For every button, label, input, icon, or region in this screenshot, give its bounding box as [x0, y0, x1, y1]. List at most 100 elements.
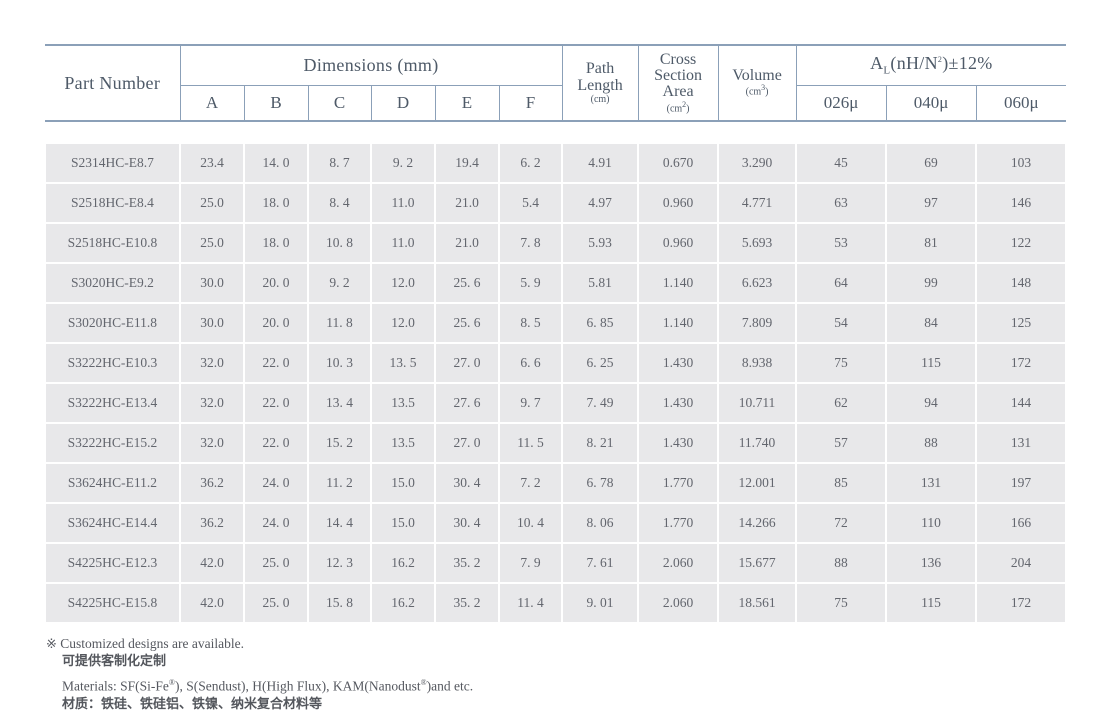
value-cell: 9. 7	[499, 383, 562, 423]
value-cell: 75	[796, 343, 886, 383]
col-header-al-040: 040μ	[885, 85, 977, 121]
value-cell: 25. 6	[435, 263, 499, 303]
value-cell: 7. 8	[499, 223, 562, 263]
value-cell: 10.711	[718, 383, 796, 423]
value-cell: 6. 85	[562, 303, 638, 343]
col-header-dim-a: A	[179, 85, 244, 121]
value-cell: 42.0	[180, 543, 244, 583]
col-header-al-060: 060μ	[975, 85, 1067, 121]
value-cell: 21.0	[435, 183, 499, 223]
value-cell: 88	[796, 543, 886, 583]
value-cell: 16.2	[371, 583, 435, 623]
value-cell: 204	[976, 543, 1066, 583]
value-cell: 15.677	[718, 543, 796, 583]
value-cell: 32.0	[180, 423, 244, 463]
value-cell: 25.0	[180, 223, 244, 263]
value-cell: 12.0	[371, 303, 435, 343]
value-cell: 7. 9	[499, 543, 562, 583]
value-cell: 54	[796, 303, 886, 343]
value-cell: 5.693	[718, 223, 796, 263]
value-cell: 8. 4	[308, 183, 371, 223]
value-cell: 32.0	[180, 383, 244, 423]
part-number-cell: S4225HC-E15.8	[45, 583, 180, 623]
value-cell: 1.430	[638, 423, 718, 463]
value-cell: 99	[886, 263, 976, 303]
spec-table-container: Part Number Dimensions (mm) Path Length …	[45, 44, 1067, 623]
value-cell: 1.430	[638, 383, 718, 423]
value-cell: 6. 25	[562, 343, 638, 383]
value-cell: 14. 4	[308, 503, 371, 543]
value-cell: 15.0	[371, 463, 435, 503]
value-cell: 5.4	[499, 183, 562, 223]
value-cell: 72	[796, 503, 886, 543]
value-cell: 22. 0	[244, 383, 308, 423]
table-row: S3624HC-E11.2 36.2 24. 0 11. 2 15.0 30. 4 7. 2…	[45, 463, 1066, 503]
value-cell: 13.5	[371, 423, 435, 463]
value-cell: 23.4	[180, 143, 244, 183]
col-header-al-026: 026μ	[795, 85, 887, 121]
value-cell: 27. 0	[435, 423, 499, 463]
value-cell: 19.4	[435, 143, 499, 183]
value-cell: 8. 21	[562, 423, 638, 463]
value-cell: 0.960	[638, 223, 718, 263]
value-cell: 11.0	[371, 183, 435, 223]
value-cell: 27. 6	[435, 383, 499, 423]
col-header-dim-e: E	[434, 85, 499, 121]
value-cell: 35. 2	[435, 543, 499, 583]
value-cell: 20. 0	[244, 263, 308, 303]
value-cell: 131	[976, 423, 1066, 463]
footnotes: ※ Customized designs are available. 可提供客…	[46, 636, 473, 712]
value-cell: 69	[886, 143, 976, 183]
value-cell: 11.0	[371, 223, 435, 263]
note-customized-zh: 可提供客制化定制	[62, 652, 167, 668]
path-length-line2: Length	[577, 76, 623, 94]
value-cell: 13. 4	[308, 383, 371, 423]
value-cell: 5.81	[562, 263, 638, 303]
value-cell: 32.0	[180, 343, 244, 383]
value-cell: 30.0	[180, 303, 244, 343]
volume-unit: (cm3)	[745, 83, 769, 98]
col-header-dim-d: D	[370, 85, 435, 121]
part-number-cell: S2518HC-E8.4	[45, 183, 180, 223]
value-cell: 97	[886, 183, 976, 223]
value-cell: 8.938	[718, 343, 796, 383]
spec-table-body-table: S2314HC-E8.7 23.4 14. 0 8. 7 9. 2 19.4 6. 2 4.9…	[45, 143, 1066, 623]
value-cell: 8. 06	[562, 503, 638, 543]
value-cell: 21.0	[435, 223, 499, 263]
cross-section-line3: Area	[662, 83, 694, 101]
value-cell: 144	[976, 383, 1066, 423]
reference-mark: ※	[46, 636, 57, 651]
col-header-path-length: Path Length (cm)	[561, 45, 639, 121]
value-cell: 4.771	[718, 183, 796, 223]
value-cell: 1.770	[638, 503, 718, 543]
cross-section-line2: Section	[654, 67, 703, 85]
col-header-al: AL(nH/N2)±12%	[795, 45, 1067, 86]
part-number-cell: S3222HC-E10.3	[45, 343, 180, 383]
value-cell: 84	[886, 303, 976, 343]
value-cell: 115	[886, 583, 976, 623]
value-cell: 9. 01	[562, 583, 638, 623]
value-cell: 81	[886, 223, 976, 263]
col-header-dim-b: B	[243, 85, 308, 121]
value-cell: 14.266	[718, 503, 796, 543]
value-cell: 6.623	[718, 263, 796, 303]
value-cell: 103	[976, 143, 1066, 183]
value-cell: 30.0	[180, 263, 244, 303]
value-cell: 146	[976, 183, 1066, 223]
value-cell: 5.93	[562, 223, 638, 263]
value-cell: 11. 4	[499, 583, 562, 623]
value-cell: 64	[796, 263, 886, 303]
value-cell: 8. 5	[499, 303, 562, 343]
value-cell: 10. 4	[499, 503, 562, 543]
note-customized-en-text: Customized designs are available.	[60, 636, 244, 651]
note-materials-zh: 材质：铁硅、铁硅铝、铁镍、纳米复合材料等	[62, 695, 323, 711]
value-cell: 24. 0	[244, 463, 308, 503]
value-cell: 16.2	[371, 543, 435, 583]
value-cell: 9. 2	[371, 143, 435, 183]
value-cell: 20. 0	[244, 303, 308, 343]
table-row: S4225HC-E15.8 42.0 25. 0 15. 8 16.2 35. 2 11. …	[45, 583, 1066, 623]
part-number-cell: S2518HC-E10.8	[45, 223, 180, 263]
value-cell: 1.770	[638, 463, 718, 503]
table-row: S3222HC-E10.3 32.0 22. 0 10. 3 13. 5 27. 0 6. …	[45, 343, 1066, 383]
